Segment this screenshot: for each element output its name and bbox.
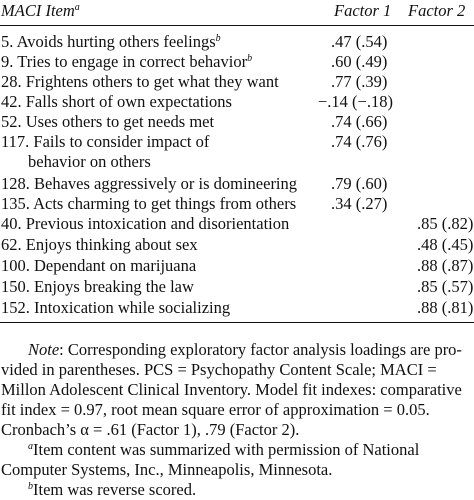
- item-text-continuation: behavior on others: [28, 152, 151, 171]
- table-row: 62. Enjoys thinking about sex .48 (.45): [0, 234, 474, 255]
- table-row: 135. Acts charming to get things from ot…: [0, 193, 474, 214]
- item-text: 135. Acts charming to get things from ot…: [1, 194, 297, 213]
- item-text: 62. Enjoys thinking about sex: [1, 235, 198, 254]
- table-row: 150. Enjoys breaking the law .85 (.57): [0, 276, 474, 297]
- table-row: 9. Tries to engage in correct behaviorb …: [0, 51, 474, 72]
- footnote-a-mark: a: [28, 441, 33, 452]
- note-label: Note: [28, 340, 60, 359]
- item-text: 117. Fails to consider impact of: [1, 132, 210, 151]
- header-factor-2: Factor 2: [408, 1, 466, 20]
- factor1-loading: .47 (.54): [331, 32, 388, 51]
- factor1-loading: −.14 (−.18): [318, 92, 393, 111]
- header-maci-item: MACI Itema: [1, 1, 80, 21]
- table-row: 28. Frightens others to get what they wa…: [0, 71, 474, 92]
- factor1-loading: .74 (.66): [331, 112, 388, 131]
- item-text: 40. Previous intoxication and disorienta…: [1, 214, 290, 233]
- factor2-loading: .88 (.81): [417, 298, 474, 317]
- item-text: 9. Tries to engage in correct behaviorb: [1, 52, 253, 71]
- factor2-loading: .85 (.82): [417, 214, 474, 233]
- item-text: 52. Uses others to get needs met: [1, 112, 215, 131]
- note-line: fit index = 0.97, root mean square error…: [1, 400, 430, 419]
- item-text: 5. Avoids hurting others feelingsb: [1, 32, 221, 51]
- factor2-loading: .48 (.45): [417, 235, 474, 254]
- note-line: Millon Adolescent Clinical Inventory. Mo…: [1, 380, 462, 399]
- table-row: 117. Fails to consider impact of .74 (.7…: [0, 131, 474, 152]
- item-text: 152. Intoxication while socializing: [1, 298, 231, 317]
- table-row: 42. Falls short of own expectations −.14…: [0, 91, 474, 112]
- table-row: 52. Uses others to get needs met .74 (.6…: [0, 111, 474, 132]
- item-text: 42. Falls short of own expectations: [1, 92, 232, 111]
- factor2-loading: .88 (.87): [417, 256, 474, 275]
- header-factor-1: Factor 1: [334, 1, 392, 20]
- reverse-scored-mark: b: [215, 33, 221, 44]
- note-line: Cronbach’s α = .61 (Factor 1), .79 (Fact…: [1, 420, 300, 439]
- factor1-loading: .74 (.76): [331, 132, 388, 151]
- header-maci-item-label: MACI Item: [1, 1, 75, 20]
- factor1-loading: .77 (.39): [331, 72, 388, 91]
- footnote-a-continuation: Computer Systems, Inc., Minneapolis, Min…: [1, 460, 333, 479]
- note-line: vided in parentheses. PCS = Psychopathy …: [1, 360, 437, 379]
- footnote-a: aItem content was summarized with permis…: [28, 440, 420, 459]
- table-row: 100. Dependant on marijuana .88 (.87): [0, 255, 474, 276]
- factor1-loading: .79 (.60): [331, 174, 388, 193]
- footnote-b: bItem was reverse scored.: [28, 480, 197, 499]
- reverse-scored-mark: b: [247, 53, 253, 64]
- header-maci-item-footnote-mark: a: [74, 2, 80, 13]
- item-text: 28. Frightens others to get what they wa…: [1, 72, 279, 91]
- table-row: 40. Previous intoxication and disorienta…: [0, 213, 474, 234]
- item-text: 100. Dependant on marijuana: [1, 256, 197, 275]
- item-text: 150. Enjoys breaking the law: [1, 277, 194, 296]
- table-bottom-rule: [0, 322, 474, 323]
- table-row: 5. Avoids hurting others feelingsb .47 (…: [0, 31, 474, 52]
- factor2-loading: .85 (.57): [417, 277, 474, 296]
- header-rule: [0, 25, 474, 26]
- factor1-loading: .34 (.27): [331, 194, 388, 213]
- item-text: 128. Behaves aggressively or is domineer…: [1, 174, 298, 193]
- table-row: 152. Intoxication while socializing .88 …: [0, 297, 474, 318]
- note-line: Note: Corresponding exploratory factor a…: [28, 340, 462, 359]
- factor1-loading: .60 (.49): [331, 52, 388, 71]
- table-row: 128. Behaves aggressively or is domineer…: [0, 173, 474, 194]
